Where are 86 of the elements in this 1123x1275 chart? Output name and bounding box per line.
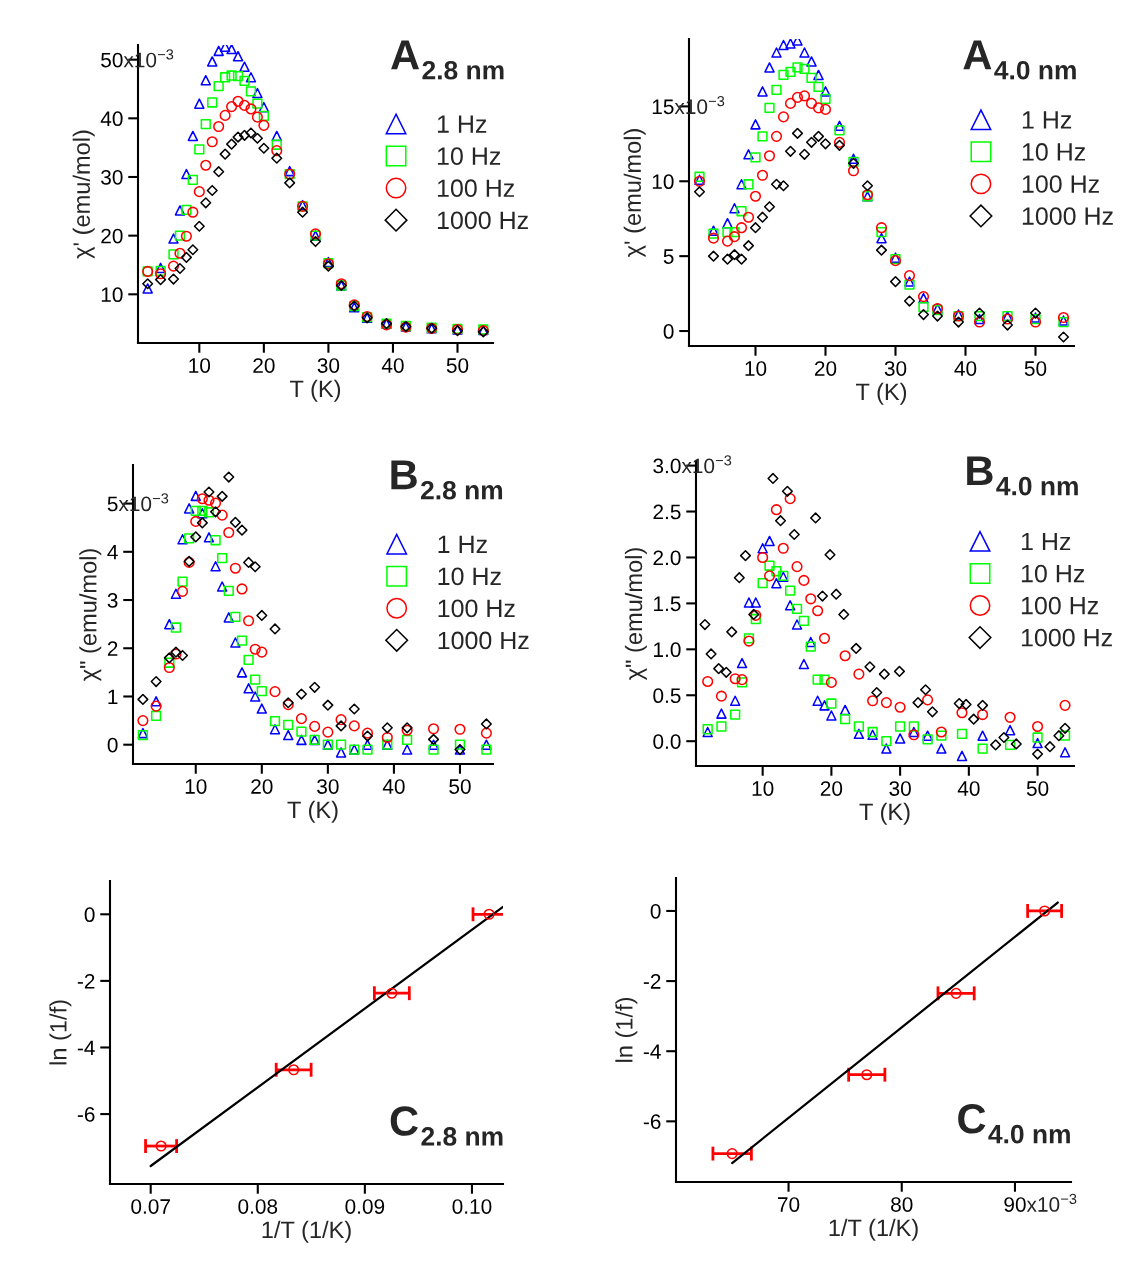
x-tick-label: 40 bbox=[382, 779, 405, 794]
legend-label: 1 Hz bbox=[437, 115, 487, 133]
legend-label: 100 Hz bbox=[1021, 596, 1098, 615]
x-tick-label: 40 bbox=[957, 781, 980, 796]
x-tick-label: 90 bbox=[1004, 1197, 1026, 1212]
y-tick-label: 2.5 bbox=[653, 504, 681, 520]
x-tick-label: 20 bbox=[814, 361, 837, 376]
y-axis-title: χ" (emu/mol) bbox=[624, 548, 647, 681]
legend-label: 1000 Hz bbox=[438, 631, 529, 650]
x-tick-label: 10 bbox=[189, 358, 211, 373]
y-tick-label: 30 bbox=[101, 169, 123, 185]
legend-label: 100 Hz bbox=[1022, 175, 1099, 193]
x-axis-title: T (K) bbox=[290, 379, 341, 402]
x-tick-label: 40 bbox=[381, 358, 404, 373]
y-tick-label: 0 bbox=[107, 737, 118, 753]
legend-label: 1000 Hz bbox=[1022, 207, 1113, 225]
x-tick-label: 80 bbox=[891, 1197, 913, 1212]
legend-label: 10 Hz bbox=[437, 147, 501, 166]
y-tick-label: 4 bbox=[107, 545, 118, 560]
legend-label: 1 Hz bbox=[438, 535, 487, 553]
x-tick-label: 50 bbox=[449, 779, 471, 794]
y-axis-title: ln (1/f) bbox=[615, 998, 638, 1062]
text: x10$^{−3}$ bbox=[1026, 1193, 1077, 1212]
y-tick-label: -6 bbox=[77, 1107, 95, 1122]
x-tick-label: 30 bbox=[317, 358, 340, 373]
y-tick-label: 40 bbox=[100, 111, 123, 127]
y-tick-label: 0.0 bbox=[653, 734, 681, 749]
y-axis-title: χ' (emu/mol) bbox=[623, 129, 646, 258]
x-tick-label: 20 bbox=[820, 781, 843, 796]
legend-label: 10 Hz bbox=[1022, 143, 1085, 161]
y-tick-label: -2 bbox=[77, 973, 95, 989]
x-tick-label: 0.08 bbox=[238, 1199, 278, 1214]
legend-label: 10 Hz bbox=[1021, 564, 1085, 583]
y-tick-label: -4 bbox=[77, 1040, 95, 1056]
y-tick-label: 0.5 bbox=[653, 688, 681, 704]
x-tick-label: 50 bbox=[1026, 781, 1049, 796]
y-tick-label: 10 bbox=[652, 174, 674, 190]
x-tick-label: 20 bbox=[251, 779, 273, 794]
y-tick-label: -4 bbox=[643, 1044, 661, 1059]
y-tick-label: 5 bbox=[663, 249, 674, 264]
y-tick-label: 0 bbox=[663, 324, 674, 339]
legend-label: 1 Hz bbox=[1022, 111, 1072, 129]
legend-label: 1000 Hz bbox=[1021, 628, 1112, 647]
y-tick-label: 20 bbox=[101, 228, 123, 244]
x-tick-label: 10 bbox=[745, 361, 767, 376]
legend-label: 100 Hz bbox=[438, 599, 515, 618]
y-tick-label: 1.0 bbox=[654, 642, 681, 658]
y-tick-label: -2 bbox=[643, 974, 661, 989]
x-tick-label: 70 bbox=[778, 1197, 800, 1212]
x-tick-label: 20 bbox=[253, 358, 275, 373]
y-tick-label: 1.5 bbox=[654, 596, 681, 612]
y-tick-label: 10 bbox=[101, 287, 123, 303]
y-axis-title: χ" (emu/mol) bbox=[79, 549, 102, 682]
x-axis-title: 1/T (1/K) bbox=[829, 1218, 918, 1241]
y-tick-label: 5 bbox=[107, 496, 118, 512]
y-tick-label: 3.0 bbox=[653, 458, 681, 474]
x-tick-label: 50 bbox=[1024, 361, 1047, 376]
y-tick-label: 50 bbox=[101, 52, 123, 68]
y-tick-label: 0 bbox=[84, 907, 95, 923]
legend-label: 100 Hz bbox=[437, 179, 515, 198]
x-tick-label: 40 bbox=[954, 361, 977, 376]
y-tick-label: 1 bbox=[108, 689, 118, 705]
y-tick-label: 2.0 bbox=[653, 550, 681, 566]
x-tick-label: 50 bbox=[446, 358, 469, 373]
x-axis-title: 1/T (1/K) bbox=[262, 1220, 351, 1243]
legend-label: 1 Hz bbox=[1021, 532, 1071, 551]
y-tick-label: -6 bbox=[643, 1114, 661, 1130]
y-tick-label: 15 bbox=[652, 99, 674, 115]
y-tick-label: 0 bbox=[650, 903, 661, 919]
x-tick-label: 0.10 bbox=[452, 1199, 492, 1214]
x-tick-label: 30 bbox=[884, 361, 907, 376]
x-tick-label: 10 bbox=[185, 779, 207, 794]
x-axis-title: T (K) bbox=[287, 800, 338, 823]
y-tick-label: 2 bbox=[107, 641, 118, 656]
x-tick-label: 10 bbox=[752, 781, 774, 796]
y-tick-label: 3 bbox=[107, 593, 118, 608]
x-tick-label: 30 bbox=[889, 781, 911, 796]
y-axis-title: ln (1/f) bbox=[49, 1000, 72, 1065]
x-tick-label: 0.07 bbox=[131, 1199, 170, 1214]
y-axis-title: χ' (emu/mol) bbox=[72, 130, 95, 259]
x-tick-label: 30 bbox=[317, 779, 339, 794]
x-tick-label: 0.09 bbox=[345, 1199, 385, 1214]
x-axis-title: T (K) bbox=[859, 802, 910, 825]
legend-label: 1000 Hz bbox=[437, 211, 528, 230]
legend-label: 10 Hz bbox=[438, 567, 501, 586]
x-axis-title: T (K) bbox=[856, 382, 907, 405]
